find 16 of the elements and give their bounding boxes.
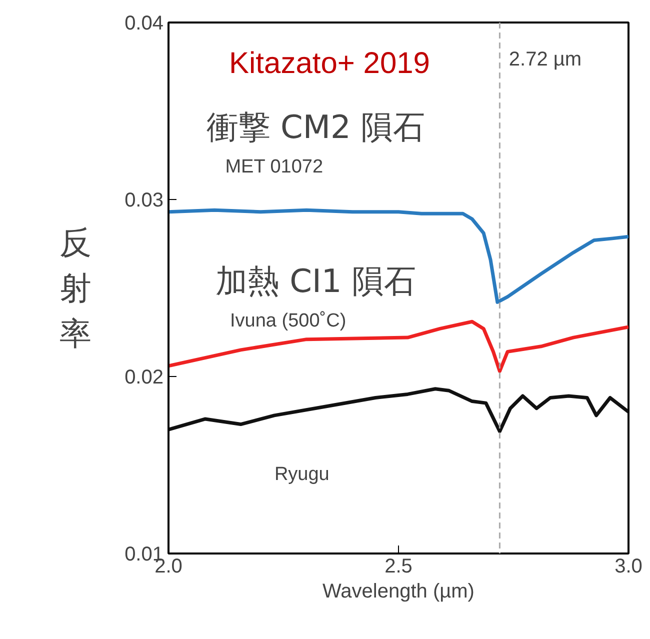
line-series (168, 208, 628, 304)
x-axis-title: Wavelength (µm) (322, 580, 474, 602)
x-tick-label: 3.0 (614, 556, 642, 578)
ref-line-label: 2.72 µm (508, 48, 582, 71)
text: Kitazato+ 2019 (229, 46, 430, 80)
y-tick-label: 0.02 (124, 366, 164, 388)
line-series (168, 387, 628, 434)
annotation: 加熱 CI1 隕石 (215, 262, 416, 300)
x-tick-label: 2.5 (384, 556, 412, 578)
series-label: MET 01072 (225, 156, 324, 178)
y-tick-label: 0.03 (124, 190, 164, 212)
y-tick-label: 0.04 (124, 12, 164, 34)
y-axis-title: 反射率 (60, 223, 92, 353)
series-label: Ivuna (500˚C) (230, 310, 346, 332)
annotation: 衝撃 CM2 隕石 (206, 108, 426, 146)
text: Ryugu (274, 464, 330, 486)
